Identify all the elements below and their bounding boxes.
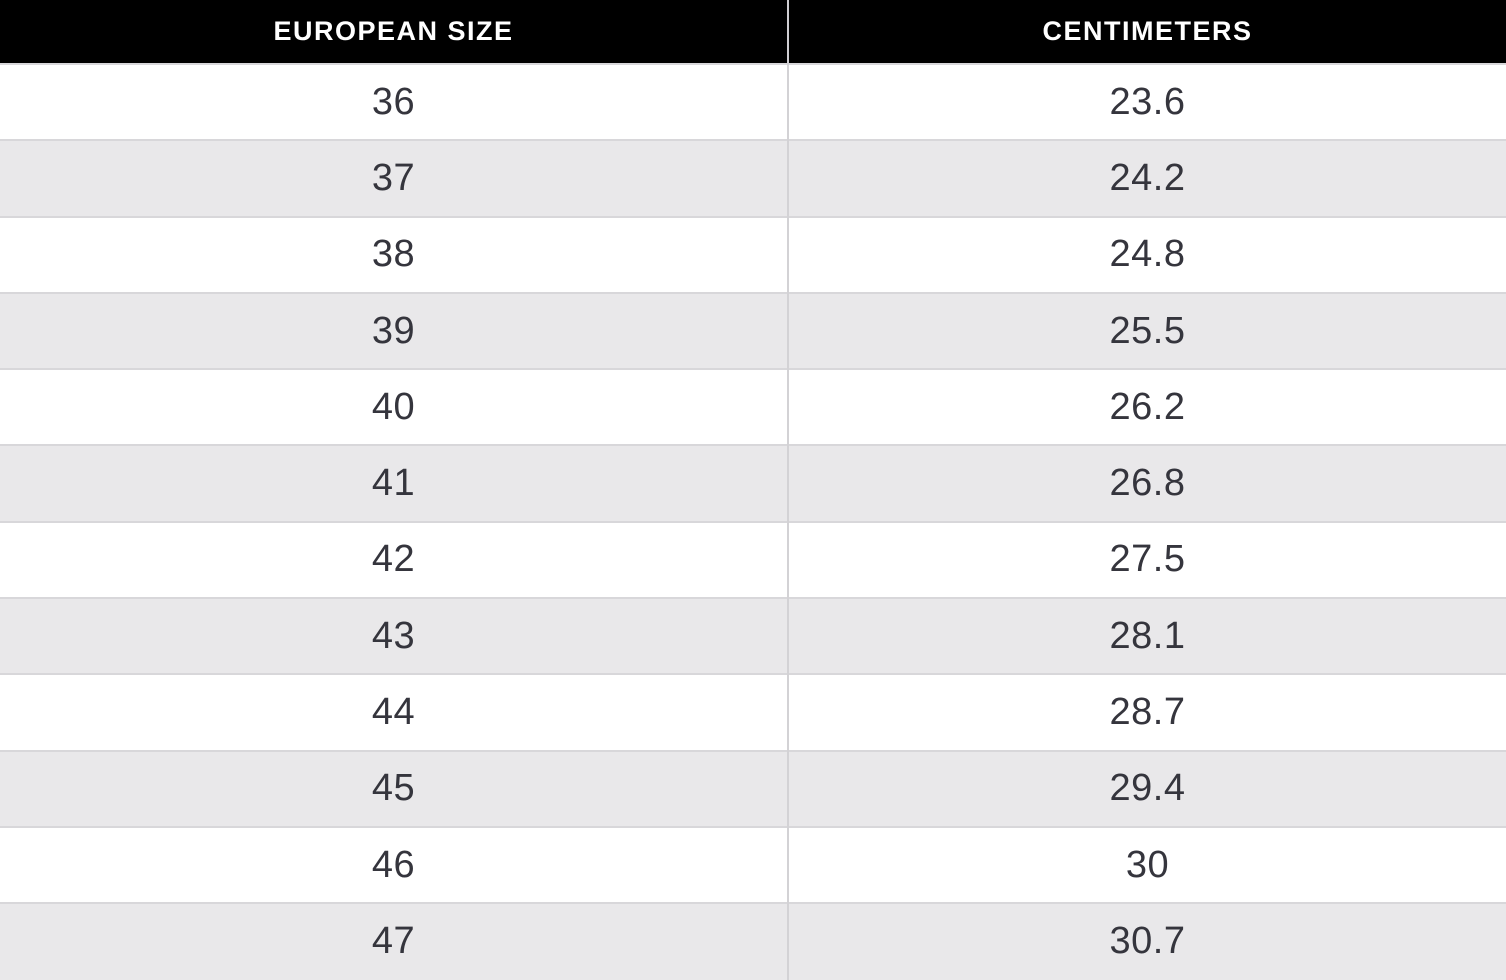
eu-size-cell: 43 <box>0 597 789 675</box>
eu-size-cell: 39 <box>0 291 789 370</box>
cm-value-cell: 28.7 <box>788 673 1506 751</box>
table-row: 44 28.7 <box>0 673 1506 751</box>
eu-size-cell: 37 <box>0 139 789 217</box>
cm-value-cell: 30.7 <box>788 902 1506 980</box>
eu-size-cell: 45 <box>0 749 789 827</box>
cm-value-cell: 23.6 <box>788 62 1506 141</box>
table-header: EUROPEAN SIZE CENTIMETERS <box>0 0 1506 64</box>
cm-value-cell: 27.5 <box>788 520 1506 599</box>
column-header-european-size: EUROPEAN SIZE <box>0 0 789 64</box>
cm-value-cell: 24.8 <box>788 215 1506 293</box>
cm-value-cell: 28.1 <box>788 597 1506 675</box>
table-row: 47 30.7 <box>0 902 1506 980</box>
table-row: 45 29.4 <box>0 749 1506 827</box>
eu-size-cell: 41 <box>0 444 789 522</box>
eu-size-cell: 44 <box>0 673 789 751</box>
table-row: 46 30 <box>0 825 1506 904</box>
eu-size-cell: 46 <box>0 825 789 904</box>
cm-value-cell: 24.2 <box>788 139 1506 217</box>
header-row: EUROPEAN SIZE CENTIMETERS <box>0 0 1506 64</box>
table-body: 36 23.6 37 24.2 38 24.8 39 25.5 40 26.2 … <box>0 62 1506 980</box>
table-row: 41 26.8 <box>0 444 1506 522</box>
table-row: 38 24.8 <box>0 215 1506 293</box>
eu-size-cell: 42 <box>0 520 789 599</box>
eu-size-cell: 38 <box>0 215 789 293</box>
cm-value-cell: 26.8 <box>788 444 1506 522</box>
table-row: 42 27.5 <box>0 520 1506 599</box>
cm-value-cell: 29.4 <box>788 749 1506 827</box>
table-row: 37 24.2 <box>0 139 1506 217</box>
table-row: 36 23.6 <box>0 62 1506 141</box>
eu-size-cell: 47 <box>0 902 789 980</box>
table-row: 39 25.5 <box>0 291 1506 370</box>
eu-size-cell: 36 <box>0 62 789 141</box>
table-row: 40 26.2 <box>0 368 1506 446</box>
table-row: 43 28.1 <box>0 597 1506 675</box>
cm-value-cell: 26.2 <box>788 368 1506 446</box>
cm-value-cell: 30 <box>788 825 1506 904</box>
column-header-centimeters: CENTIMETERS <box>788 0 1506 64</box>
cm-value-cell: 25.5 <box>788 291 1506 370</box>
eu-size-cell: 40 <box>0 368 789 446</box>
